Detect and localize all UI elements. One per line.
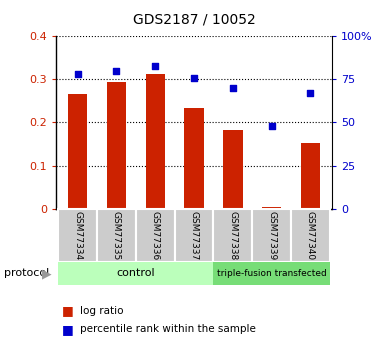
Bar — [262, 207, 281, 209]
Text: triple-fusion transfected: triple-fusion transfected — [217, 269, 326, 278]
Text: GSM77336: GSM77336 — [151, 211, 160, 260]
Bar — [136, 209, 175, 262]
Text: GSM77335: GSM77335 — [112, 211, 121, 260]
Point — [307, 90, 314, 96]
Text: protocol: protocol — [4, 268, 49, 278]
Bar — [175, 209, 213, 262]
Point — [230, 85, 236, 91]
Bar — [213, 209, 252, 262]
Point — [152, 63, 158, 68]
Text: GDS2187 / 10052: GDS2187 / 10052 — [133, 12, 255, 26]
Bar — [107, 82, 126, 209]
Bar — [146, 74, 165, 209]
Point — [74, 71, 81, 77]
Text: ■: ■ — [62, 323, 74, 336]
Text: ▶: ▶ — [42, 267, 52, 280]
Bar — [291, 209, 330, 262]
Bar — [97, 209, 136, 262]
Bar — [68, 95, 87, 209]
Bar — [184, 108, 204, 209]
Text: GSM77337: GSM77337 — [189, 211, 199, 260]
Text: GSM77340: GSM77340 — [306, 211, 315, 260]
Text: GSM77334: GSM77334 — [73, 211, 82, 260]
Bar — [252, 209, 291, 262]
Bar — [301, 143, 320, 209]
Text: GSM77339: GSM77339 — [267, 211, 276, 260]
Text: control: control — [116, 268, 155, 278]
Bar — [58, 262, 213, 285]
Bar — [58, 209, 97, 262]
Text: ■: ■ — [62, 304, 74, 317]
Point — [268, 123, 275, 129]
Text: GSM77338: GSM77338 — [228, 211, 237, 260]
Point — [113, 68, 120, 73]
Bar — [213, 262, 330, 285]
Text: log ratio: log ratio — [80, 306, 123, 315]
Bar — [223, 130, 242, 209]
Point — [191, 75, 197, 80]
Text: percentile rank within the sample: percentile rank within the sample — [80, 325, 255, 334]
